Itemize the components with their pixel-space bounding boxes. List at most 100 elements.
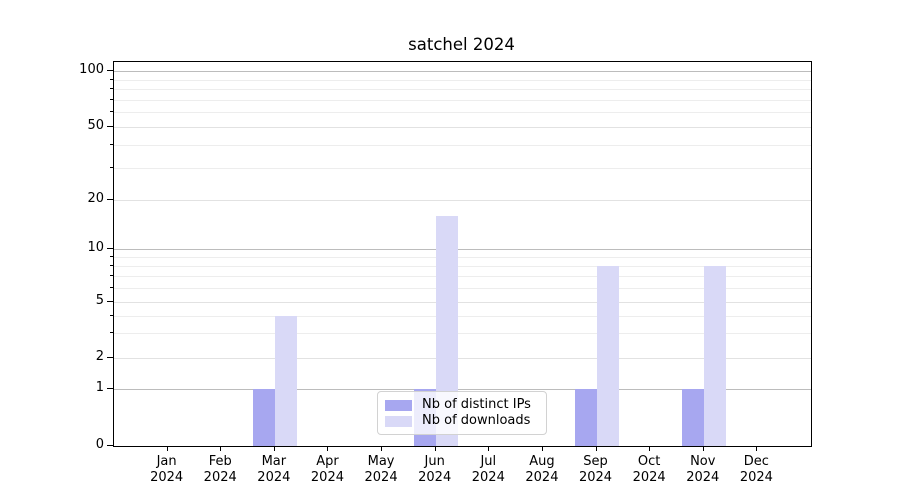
gridline-minor bbox=[114, 315, 811, 317]
x-tick-mark bbox=[756, 446, 758, 451]
x-tick-mark bbox=[381, 446, 383, 451]
x-tick-mark bbox=[488, 446, 490, 451]
x-tick-mark bbox=[541, 446, 543, 451]
plot-area bbox=[113, 61, 812, 447]
x-tick-month: Jan bbox=[156, 454, 177, 469]
x-tick-mark bbox=[166, 446, 168, 451]
y-tick-mark bbox=[107, 199, 113, 200]
y-tick-label: 2 bbox=[95, 349, 104, 364]
y-tick-mark bbox=[107, 301, 113, 302]
y-minor-tick-mark bbox=[110, 143, 113, 145]
x-tick-month: Mar bbox=[261, 454, 287, 469]
x-tick-month: Feb bbox=[208, 454, 232, 469]
x-tick-label: Jan 2024 bbox=[137, 454, 197, 485]
legend-box: Nb of distinct IPs Nb of downloads bbox=[377, 391, 547, 435]
chart-title: satchel 2024 bbox=[408, 35, 515, 54]
x-tick-year: 2024 bbox=[364, 469, 398, 485]
x-tick-label: Jul 2024 bbox=[458, 454, 518, 485]
x-tick-month: Apr bbox=[316, 454, 339, 469]
x-tick-year: 2024 bbox=[257, 469, 291, 485]
y-minor-tick-mark bbox=[110, 88, 113, 90]
x-tick-month: Jun bbox=[424, 454, 445, 469]
x-tick-year: 2024 bbox=[632, 469, 666, 485]
x-tick-month: Jul bbox=[480, 454, 497, 469]
gridline-labeled-minor bbox=[114, 127, 811, 128]
y-tick-mark bbox=[107, 357, 113, 358]
y-minor-tick-mark bbox=[110, 287, 113, 289]
x-tick-label: Sep 2024 bbox=[566, 454, 626, 485]
bar-downloads bbox=[435, 215, 458, 446]
y-tick-mark bbox=[107, 388, 113, 389]
x-tick-year: 2024 bbox=[203, 469, 237, 485]
x-tick-label: Oct 2024 bbox=[619, 454, 679, 485]
legend-label: Nb of downloads bbox=[422, 413, 531, 428]
bar-distinct-ips bbox=[681, 389, 704, 446]
gridline-minor bbox=[114, 89, 811, 91]
bar-downloads bbox=[596, 266, 619, 446]
x-tick-year: 2024 bbox=[739, 469, 773, 485]
y-tick-mark bbox=[107, 126, 113, 127]
x-tick-month: Oct bbox=[637, 454, 661, 469]
gridline-minor bbox=[114, 288, 811, 290]
y-minor-tick-mark bbox=[110, 275, 113, 277]
x-tick-year: 2024 bbox=[525, 469, 559, 485]
x-tick-label: Apr 2024 bbox=[297, 454, 357, 485]
x-tick-year: 2024 bbox=[471, 469, 505, 485]
gridline-major bbox=[114, 249, 811, 250]
x-tick-mark bbox=[702, 446, 704, 451]
y-tick-label: 50 bbox=[87, 118, 104, 133]
y-tick-label: 20 bbox=[87, 191, 104, 206]
legend-item: Nb of downloads bbox=[385, 413, 539, 429]
x-tick-year: 2024 bbox=[150, 469, 184, 485]
x-tick-mark bbox=[649, 446, 651, 451]
y-minor-tick-mark bbox=[110, 78, 113, 80]
x-tick-label: Nov 2024 bbox=[673, 454, 733, 485]
gridline-minor bbox=[114, 79, 811, 81]
bar-downloads bbox=[703, 266, 726, 446]
y-tick-label: 0 bbox=[95, 437, 104, 452]
y-tick-label: 100 bbox=[79, 62, 104, 77]
gridline-minor bbox=[114, 257, 811, 259]
x-tick-year: 2024 bbox=[418, 469, 452, 485]
x-tick-month: Sep bbox=[583, 454, 608, 469]
y-minor-tick-mark bbox=[110, 314, 113, 316]
gridline-labeled-minor bbox=[114, 358, 811, 359]
gridline-minor bbox=[114, 144, 811, 146]
y-minor-tick-mark bbox=[110, 265, 113, 267]
x-tick-label: Dec 2024 bbox=[726, 454, 786, 485]
y-tick-mark bbox=[107, 70, 113, 71]
x-tick-month: May bbox=[367, 454, 395, 469]
gridline-labeled-minor bbox=[114, 302, 811, 303]
x-tick-mark bbox=[220, 446, 222, 451]
x-tick-mark bbox=[434, 446, 436, 451]
x-tick-label: Mar 2024 bbox=[244, 454, 304, 485]
x-tick-label: Jun 2024 bbox=[405, 454, 465, 485]
gridline-major bbox=[114, 71, 811, 72]
gridline-minor bbox=[114, 167, 811, 169]
gridline-major bbox=[114, 389, 811, 390]
y-tick-label: 5 bbox=[95, 293, 104, 308]
y-minor-tick-mark bbox=[110, 98, 113, 100]
x-tick-month: Nov bbox=[690, 454, 716, 469]
x-tick-label: May 2024 bbox=[351, 454, 411, 485]
gridline-minor bbox=[114, 112, 811, 114]
legend-swatch bbox=[385, 415, 412, 427]
y-minor-tick-mark bbox=[110, 111, 113, 113]
y-minor-tick-mark bbox=[110, 332, 113, 334]
y-tick-mark bbox=[107, 248, 113, 249]
legend-item: Nb of distinct IPs bbox=[385, 397, 539, 413]
x-tick-year: 2024 bbox=[578, 469, 613, 485]
x-tick-label: Feb 2024 bbox=[190, 454, 250, 485]
gridline-minor bbox=[114, 276, 811, 278]
gridline-minor bbox=[114, 333, 811, 335]
x-tick-mark bbox=[327, 446, 329, 451]
y-tick-label: 1 bbox=[95, 380, 104, 395]
legend-swatch bbox=[385, 399, 412, 411]
legend-label: Nb of distinct IPs bbox=[422, 397, 531, 412]
gridline-labeled-minor bbox=[114, 200, 811, 201]
bar-distinct-ips bbox=[252, 389, 275, 446]
x-tick-year: 2024 bbox=[686, 469, 720, 485]
bar-downloads bbox=[274, 315, 297, 446]
y-minor-tick-mark bbox=[110, 256, 113, 258]
y-tick-label: 10 bbox=[87, 240, 104, 255]
